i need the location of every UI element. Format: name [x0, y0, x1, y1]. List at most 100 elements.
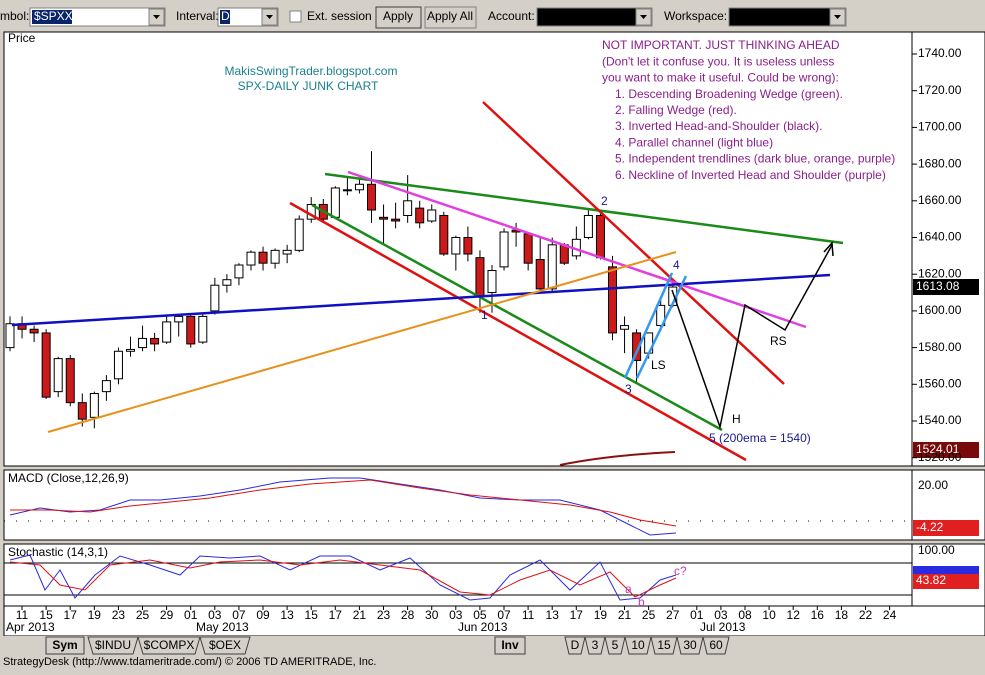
candle-body	[595, 214, 605, 259]
green-line	[324, 172, 844, 245]
candle-body	[89, 392, 99, 418]
interval-tab[interactable]	[702, 636, 730, 655]
date-label: 03	[449, 608, 463, 622]
date-label: 21	[353, 608, 367, 622]
notes: NOT IMPORTANT. JUST THINKING AHEAD (Don't…	[602, 38, 895, 182]
candle-body	[463, 237, 473, 255]
interval-tab[interactable]	[650, 636, 678, 655]
note-line: 6. Neckline of Inverted Head and Shoulde…	[615, 168, 886, 182]
label: 2	[601, 194, 608, 208]
ext-session-checkbox[interactable]	[289, 10, 302, 23]
d-line	[9, 559, 677, 598]
interval-label: 10	[631, 638, 645, 652]
candle-body	[499, 231, 509, 268]
price-tick-label: 1720.00	[918, 83, 962, 97]
stochastic-panel	[3, 543, 913, 607]
apply-label: Apply	[383, 9, 413, 23]
label: c?	[674, 564, 687, 578]
interval-label: 15	[657, 638, 671, 652]
note-line: you want to make it useful. Could be wro…	[602, 71, 839, 85]
label: 4	[673, 258, 680, 272]
candles	[5, 151, 678, 429]
tab[interactable]	[137, 636, 201, 655]
apply-all-button[interactable]	[424, 6, 477, 29]
tab[interactable]	[87, 636, 139, 655]
candle-body	[523, 233, 533, 264]
note-line: 4. Parallel channel (light blue)	[615, 135, 773, 149]
candle-body	[77, 402, 87, 420]
inv-label: Inv	[501, 638, 519, 652]
date-label: 10	[762, 608, 776, 622]
macd-value-box	[913, 520, 979, 536]
date-label: 19	[88, 608, 102, 622]
price-tick-label: 1660.00	[918, 193, 962, 207]
date-label: 07	[232, 608, 246, 622]
orange-line	[47, 251, 677, 433]
candle-body	[210, 284, 220, 312]
candle-body	[162, 321, 172, 343]
date-axis	[3, 605, 985, 637]
label: H	[732, 412, 741, 426]
interval-tab[interactable]	[604, 636, 626, 655]
price-tick-label: 1540.00	[918, 413, 962, 427]
candle-body	[113, 350, 123, 380]
sym-button[interactable]	[45, 636, 85, 655]
apply-button[interactable]	[375, 6, 422, 29]
candle-body	[186, 315, 196, 345]
date-label: 24	[883, 608, 897, 622]
interval-label: 30	[683, 638, 697, 652]
price-tick-label: 1620.00	[918, 266, 962, 280]
note-line: 1. Descending Broadening Wedge (green).	[615, 87, 843, 101]
interval-tabs: D 3 5 10 15 30 60	[564, 636, 730, 655]
account-input[interactable]	[536, 7, 653, 27]
interval-tab[interactable]	[564, 636, 586, 655]
date-labels: 11 15 17 19 23 25 29 01 03 07 09 13 15 17 21 23 28 30 03 05…	[16, 606, 897, 622]
date-label: 22	[859, 608, 873, 622]
candle-body	[270, 249, 280, 264]
candle-body	[330, 187, 340, 218]
date-label: 17	[64, 608, 78, 622]
price-tick-label: 1580.00	[918, 340, 962, 354]
label: LS	[651, 358, 666, 372]
blue-line	[11, 273, 831, 327]
projection-path	[671, 244, 833, 430]
last-price: 1613.08	[916, 279, 960, 293]
date-label: 30	[425, 608, 439, 622]
watermark: MakisSwingTrader.blogspot.com	[225, 64, 398, 78]
macd-line	[9, 477, 677, 536]
candle-body	[342, 189, 352, 192]
macd-value: -4.22	[916, 520, 944, 534]
inv-button[interactable]	[494, 636, 526, 655]
date-label: 29	[160, 608, 174, 622]
date-label: 09	[256, 608, 270, 622]
tab-label: $INDU	[95, 638, 131, 652]
stochastic-value-box	[913, 574, 979, 589]
candle-body	[415, 207, 425, 224]
interval-label: 60	[709, 638, 723, 652]
tab-label: $OEX	[209, 638, 241, 652]
k-line	[9, 554, 677, 601]
candle-body	[246, 251, 256, 266]
interval-tab[interactable]	[676, 636, 704, 655]
interval-label: 3	[592, 638, 599, 652]
date-label: 25	[642, 608, 656, 622]
symbol-selection	[32, 10, 72, 24]
date-label: 28	[401, 608, 415, 622]
date-label: 17	[570, 608, 584, 622]
interval-tab[interactable]	[584, 636, 606, 655]
candle-body	[5, 323, 15, 349]
date-label: 19	[594, 608, 608, 622]
label: 1	[481, 308, 488, 322]
date-label: 11	[522, 608, 535, 622]
date-label: 01	[690, 608, 704, 622]
workspace-input[interactable]	[728, 7, 847, 27]
candle-body	[294, 218, 304, 251]
candle-body	[234, 264, 244, 279]
interval-label: D	[571, 638, 580, 652]
date-label: 01	[184, 608, 198, 622]
interval-tab[interactable]	[624, 636, 652, 655]
note-line: 2. Falling Wedge (red).	[615, 103, 737, 117]
tab[interactable]	[199, 636, 251, 655]
candle-body	[222, 279, 232, 286]
